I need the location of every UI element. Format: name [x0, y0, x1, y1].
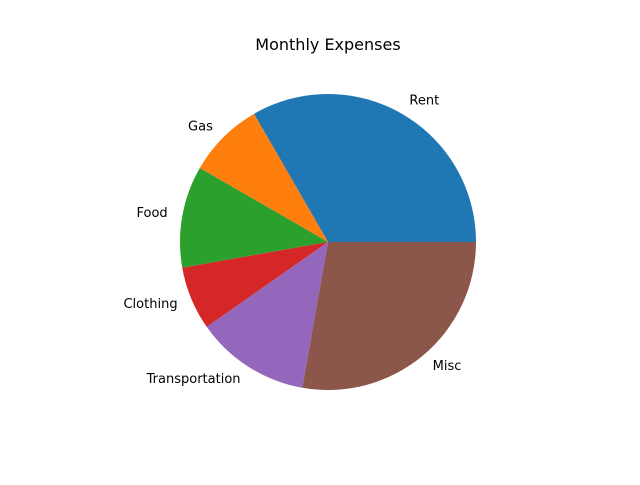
pie-slices	[179, 93, 476, 391]
pie-label-transportation: Transportation	[146, 372, 241, 387]
chart-title: Monthly Expenses	[255, 35, 400, 54]
pie-label-gas: Gas	[188, 119, 213, 134]
pie-slice-gas	[199, 113, 328, 242]
pie-slice-food	[179, 168, 328, 268]
pie-labels: Rent Gas Food Clothing Transportation Misc	[123, 94, 461, 387]
pie-label-clothing: Clothing	[123, 297, 177, 312]
pie-slice-clothing	[182, 242, 328, 327]
pie-label-rent: Rent	[409, 94, 439, 109]
pie-slice-rent	[254, 93, 476, 242]
pie-slice-transportation	[206, 242, 328, 388]
pie-slice-misc	[302, 242, 476, 391]
pie-label-misc: Misc	[433, 359, 462, 374]
pie-label-food: Food	[136, 206, 167, 221]
